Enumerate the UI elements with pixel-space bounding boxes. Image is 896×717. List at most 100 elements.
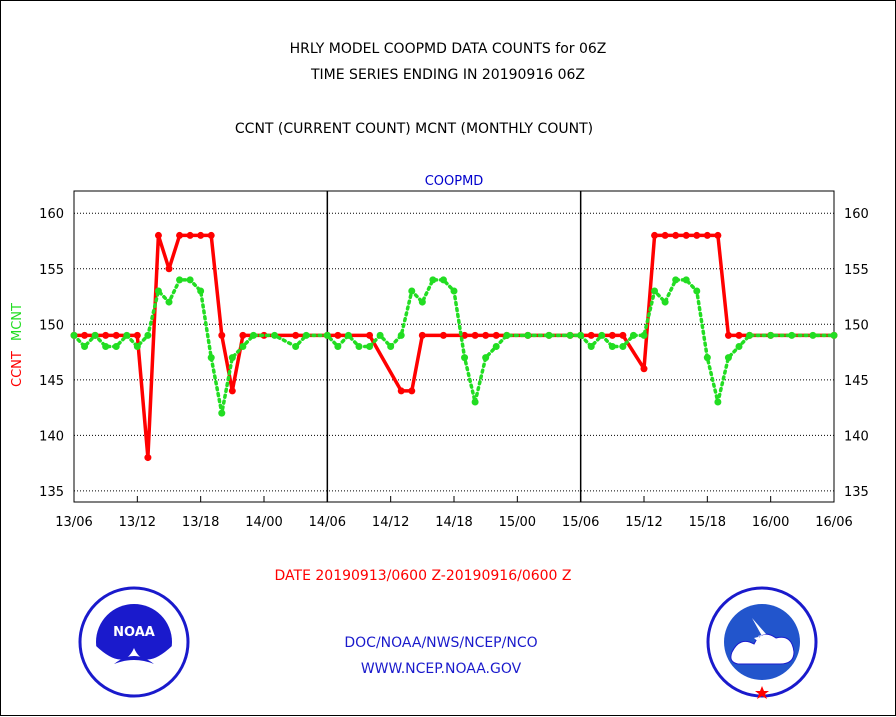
- xtick-label-12: 13/18: [182, 515, 219, 530]
- title-line-2: TIME SERIES ENDING IN 20190916 06Z: [310, 67, 585, 83]
- ytick-right-140: 140: [844, 429, 869, 444]
- point-ccnt-15: [239, 331, 247, 339]
- point-ccnt-27: [482, 331, 490, 339]
- point-ccnt-5: [133, 331, 141, 339]
- point-ccnt-41: [682, 231, 690, 239]
- point-mcnt-5: [123, 331, 131, 339]
- xtick-label-72: 16/06: [815, 515, 852, 530]
- point-ccnt-28: [492, 331, 500, 339]
- point-mcnt-16: [239, 343, 247, 350]
- point-mcnt-34: [461, 354, 469, 362]
- plot-area: 135 135 140 140 145 145 150 150 155 155 160 160 13/0…: [39, 190, 869, 530]
- point-mcnt-3: [102, 343, 110, 350]
- footer-line-1: DOC/NOAA/NWS/NCEP/NCO: [344, 635, 537, 651]
- point-mcnt-9: [165, 298, 173, 306]
- point-mcnt-22: [334, 343, 342, 350]
- point-mcnt-33: [450, 287, 458, 295]
- xtick-label-48: 15/06: [562, 515, 599, 530]
- point-ccnt-4: [112, 331, 120, 339]
- point-ccnt-26: [471, 331, 479, 339]
- xtick-label-30: 14/12: [372, 515, 409, 530]
- ytick-right-155: 155: [844, 263, 869, 278]
- ytick-left-145: 145: [39, 374, 64, 389]
- point-ccnt-6: [144, 454, 152, 462]
- point-mcnt-53: [693, 287, 701, 295]
- point-mcnt-11: [186, 276, 194, 284]
- point-mcnt-62: [830, 331, 838, 339]
- point-mcnt-30: [418, 298, 426, 306]
- point-mcnt-8: [154, 287, 162, 295]
- xtick-label-0: 13/06: [55, 515, 92, 530]
- point-ccnt-13: [218, 331, 226, 339]
- point-mcnt-6: [133, 343, 141, 350]
- point-mcnt-27: [387, 343, 395, 350]
- xtick-label-54: 15/12: [625, 515, 662, 530]
- point-mcnt-10: [176, 276, 184, 284]
- point-ccnt-3: [102, 331, 110, 339]
- point-ccnt-7: [154, 231, 162, 239]
- point-mcnt-14: [218, 409, 226, 417]
- point-mcnt-35: [471, 398, 479, 406]
- point-mcnt-41: [566, 331, 574, 339]
- point-mcnt-2: [91, 331, 99, 339]
- svg-text:NOAA: NOAA: [113, 625, 155, 640]
- ylabel-mcnt: MCNT: [10, 303, 25, 341]
- series-line-mcnt: [72, 278, 836, 415]
- title-line-1: HRLY MODEL COOPMD DATA COUNTS for 06Z: [290, 41, 607, 57]
- point-mcnt-61: [809, 331, 817, 339]
- point-mcnt-13: [207, 354, 215, 362]
- ytick-left-140: 140: [39, 429, 64, 444]
- point-ccnt-45: [724, 331, 732, 339]
- point-mcnt-44: [598, 331, 606, 339]
- point-mcnt-38: [503, 331, 511, 339]
- xtick-label-24: 14/06: [309, 515, 346, 530]
- point-ccnt-35: [608, 331, 616, 339]
- point-ccnt-21: [397, 387, 405, 395]
- point-mcnt-40: [545, 331, 553, 339]
- point-ccnt-44: [714, 231, 722, 239]
- point-mcnt-36: [482, 354, 490, 362]
- point-mcnt-59: [767, 331, 775, 339]
- point-mcnt-26: [376, 331, 384, 339]
- point-mcnt-43: [587, 343, 595, 350]
- point-ccnt-12: [207, 231, 215, 239]
- point-ccnt-39: [661, 231, 669, 239]
- point-mcnt-47: [629, 331, 637, 339]
- point-mcnt-39: [524, 331, 532, 339]
- point-mcnt-7: [144, 331, 152, 339]
- point-ccnt-40: [672, 231, 680, 239]
- point-mcnt-28: [397, 331, 405, 339]
- point-mcnt-18: [271, 331, 279, 339]
- point-ccnt-8: [165, 265, 173, 273]
- point-ccnt-42: [693, 231, 701, 239]
- date-range: DATE 20190913/0600 Z-20190916/0600 Z: [275, 568, 572, 584]
- point-mcnt-57: [735, 343, 743, 350]
- point-mcnt-23: [344, 331, 352, 339]
- point-mcnt-19: [292, 343, 300, 350]
- point-mcnt-29: [408, 287, 416, 295]
- point-mcnt-32: [439, 276, 447, 284]
- point-mcnt-12: [197, 287, 205, 295]
- point-ccnt-37: [640, 365, 648, 373]
- ytick-left-160: 160: [39, 207, 64, 222]
- point-ccnt-23: [418, 331, 426, 339]
- title-line-3: CCNT (CURRENT COUNT) MCNT (MONTHLY COUNT…: [235, 121, 593, 137]
- ytick-left-135: 135: [39, 485, 64, 500]
- point-mcnt-48: [640, 331, 648, 339]
- point-ccnt-43: [703, 231, 711, 239]
- ytick-right-145: 145: [844, 374, 869, 389]
- point-mcnt-56: [724, 354, 732, 362]
- xtick-label-18: 14/00: [245, 515, 282, 530]
- point-ccnt-24: [439, 331, 447, 339]
- point-ccnt-14: [228, 387, 236, 395]
- point-mcnt-58: [746, 331, 754, 339]
- point-mcnt-42: [577, 331, 585, 339]
- point-mcnt-21: [323, 331, 331, 339]
- noaa-logo: NOAA: [78, 586, 190, 698]
- point-ccnt-36: [619, 331, 627, 339]
- point-mcnt-46: [619, 343, 627, 350]
- point-mcnt-15: [228, 354, 236, 362]
- point-ccnt-10: [186, 231, 194, 239]
- point-mcnt-54: [703, 354, 711, 362]
- point-mcnt-51: [672, 276, 680, 284]
